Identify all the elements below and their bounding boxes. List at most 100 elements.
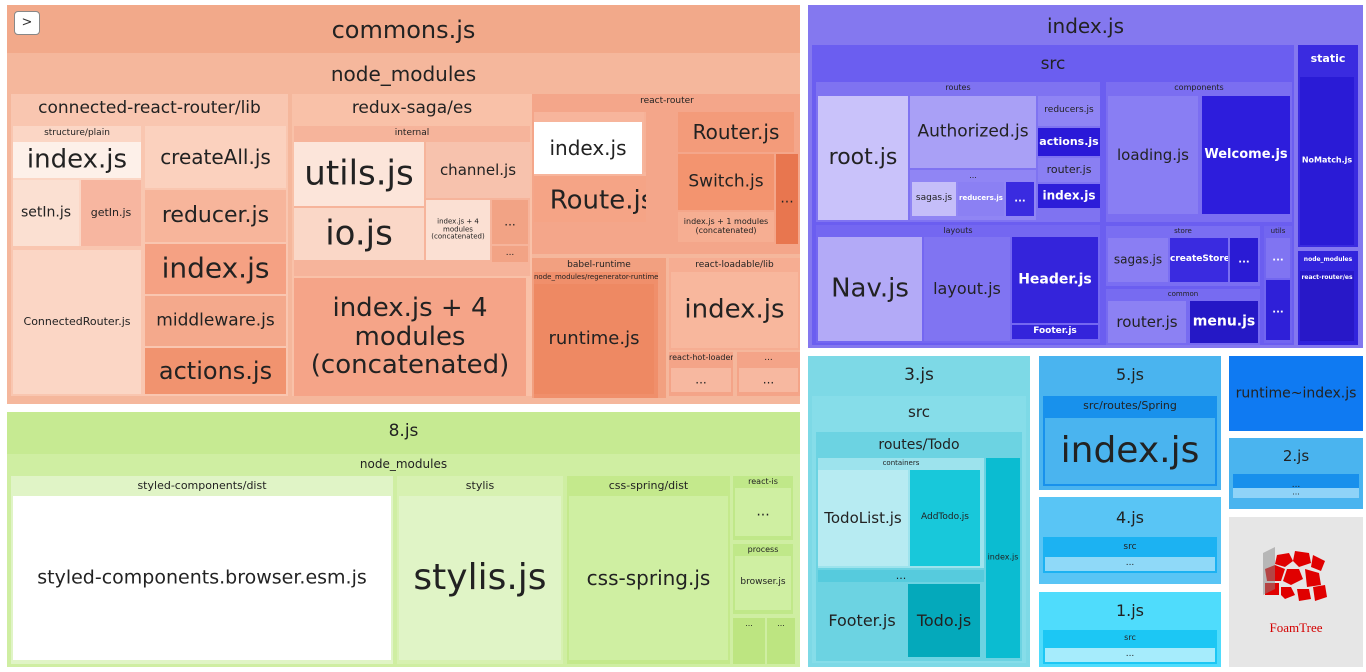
- treemap-group-router-small[interactable]: ...: [644, 112, 646, 172]
- treemap-group-router-e[interactable]: ...: [776, 154, 798, 244]
- treemap-group-store[interactable]: store sagas.js createStore.js...: [1106, 226, 1260, 286]
- treemap-group-crr-index[interactable]: index.js: [13, 142, 141, 178]
- treemap-group-five-index[interactable]: index.js: [1045, 418, 1215, 484]
- treemap-group-router-index[interactable]: index.js: [534, 122, 642, 174]
- treemap-group-eight-nm[interactable]: node_modules styled-components/dist styled…: [7, 454, 800, 667]
- treemap-group-router-concat[interactable]: index.js + 1 modules (concatenated): [678, 212, 774, 242]
- treemap-group-idx-src[interactable]: src routes root.js Authorized.js... sagas.js…: [812, 45, 1294, 345]
- treemap-group-babel[interactable]: babel-runtime node_modules/regenerator-ru…: [532, 258, 666, 398]
- treemap-group-router-switch[interactable]: Switch.js: [678, 154, 774, 210]
- treemap-group-hot[interactable]: react-hot-loader...: [669, 352, 733, 396]
- treemap-group-saga-utils[interactable]: utils.js: [294, 142, 424, 206]
- treemap-group-crr-middleware[interactable]: middleware.js: [145, 296, 286, 346]
- treemap-group-process[interactable]: process browser.js: [733, 544, 793, 614]
- treemap-group-footer3[interactable]: Footer.js: [818, 584, 906, 657]
- treemap-group-idx-rr[interactable]: react-router/es: [1300, 271, 1354, 341]
- treemap-group-five[interactable]: 5.js src/routes/Spring index.js: [1039, 356, 1221, 490]
- treemap-group-spring[interactable]: css-spring/dist css-spring.js: [567, 476, 730, 664]
- treemap-group-lay-header[interactable]: Header.js: [1012, 237, 1098, 323]
- treemap-group-saga-e2[interactable]: ...: [492, 246, 528, 262]
- treemap-group-hot-e[interactable]: ...: [671, 368, 731, 392]
- treemap-group-routes-sagas[interactable]: sagas.js: [912, 182, 956, 216]
- treemap-group-lay-nav[interactable]: Nav.js: [818, 237, 922, 341]
- treemap-group-crr-setin[interactable]: setIn.js: [13, 180, 79, 246]
- treemap-group-crr-reducer[interactable]: reducer.js: [145, 190, 286, 242]
- treemap-group-saga-smallconcat[interactable]: index.js + 4 modules (concatenated): [426, 200, 490, 260]
- treemap-group-crr-actions[interactable]: actions.js: [145, 348, 286, 394]
- treemap-group-crr-plain[interactable]: structure/plain index.js setIn.js getIn.js: [13, 126, 141, 246]
- treemap-group-one[interactable]: 1.js src...: [1039, 592, 1221, 667]
- treemap-group-common[interactable]: common router.js menu.js: [1106, 289, 1260, 345]
- treemap-group-two[interactable]: 2.js......: [1229, 438, 1363, 509]
- treemap-group-routes-auth[interactable]: Authorized.js: [910, 96, 1036, 168]
- sidebar-toggle-button[interactable]: >: [14, 11, 40, 35]
- treemap-group-todo-e[interactable]: ...: [818, 570, 984, 582]
- treemap-group-routes-e[interactable]: ...: [1006, 182, 1034, 216]
- treemap-group-reactis-e[interactable]: ...: [735, 488, 791, 536]
- treemap-group-utils-e1[interactable]: ...: [1266, 238, 1290, 278]
- treemap-group-idx[interactable]: index.js src routes root.js Authorized.js...…: [808, 5, 1363, 348]
- treemap-group-store-sagas[interactable]: sagas.js: [1108, 238, 1168, 282]
- treemap-group-babel-regen[interactable]: node_modules/regenerator-runtime runtime.…: [534, 272, 658, 398]
- treemap-group-crr-connected[interactable]: ConnectedRouter.js: [13, 250, 141, 394]
- treemap-group-stylis-file[interactable]: stylis.js: [399, 496, 561, 660]
- treemap-group-todolist[interactable]: TodoList.js: [818, 470, 908, 566]
- treemap-group-eight[interactable]: 8.js node_modules styled-components/dist st…: [7, 412, 800, 667]
- treemap-group-containers[interactable]: containers TodoList.js AddTodo.js: [818, 458, 984, 568]
- treemap-group-routes-actions[interactable]: actions.js: [1038, 128, 1100, 156]
- treemap-group-routes-router[interactable]: router.js: [1038, 158, 1100, 182]
- treemap-group-two-e[interactable]: ......: [1233, 474, 1359, 498]
- treemap-group-routes-root[interactable]: root.js: [818, 96, 908, 220]
- treemap-group-routes-index[interactable]: index.js: [1038, 184, 1100, 208]
- treemap-group-five-spring[interactable]: src/routes/Spring index.js: [1043, 396, 1217, 486]
- treemap-group-crr-index2[interactable]: index.js: [145, 244, 286, 294]
- treemap-group-loadable[interactable]: react-loadable/lib index.js: [669, 258, 800, 350]
- treemap-group-four-e[interactable]: ...: [1045, 557, 1215, 571]
- treemap-group-eight-e2[interactable]: ...: [767, 618, 795, 664]
- treemap-group-crr[interactable]: connected-react-router/lib structure/plai…: [11, 94, 288, 396]
- treemap-group-one-src[interactable]: src...: [1043, 630, 1217, 664]
- treemap-group-idx-nm[interactable]: node_modules react-router/es: [1298, 251, 1358, 345]
- treemap-group-routes-red[interactable]: reducers.js: [958, 182, 1004, 216]
- treemap-group-hot-e2[interactable]: ......: [737, 352, 800, 396]
- treemap-group-router[interactable]: react-router index.js... Route.js Router.js…: [532, 94, 800, 254]
- treemap-group-router-route[interactable]: Route.js: [534, 176, 646, 222]
- treemap-group-utils[interactable]: utils......: [1264, 226, 1292, 343]
- treemap-group-router-router[interactable]: Router.js: [678, 112, 794, 152]
- treemap-group-babel-runtime[interactable]: runtime.js: [534, 284, 654, 394]
- treemap-group-three-src[interactable]: src routes/Todo containers TodoList.js AddTo…: [812, 396, 1026, 663]
- treemap-group-saga[interactable]: redux-saga/es internal utils.js io.js channe…: [292, 94, 532, 396]
- treemap-group-idx3[interactable]: index.js: [986, 458, 1020, 658]
- treemap-group-one-e[interactable]: ...: [1045, 648, 1215, 662]
- treemap-group-styled[interactable]: styled-components/dist styled-components.…: [11, 476, 393, 664]
- treemap-group-store-create[interactable]: createStore.js: [1170, 238, 1228, 282]
- treemap-group-todo3[interactable]: Todo.js: [908, 584, 980, 657]
- treemap-group-saga-big[interactable]: index.js + 4 modules (concatenated): [294, 278, 526, 396]
- treemap-group-store-e[interactable]: ...: [1230, 238, 1258, 282]
- treemap-group-layouts[interactable]: layouts Nav.js layout.js Header.js Footer.js: [816, 225, 1100, 343]
- treemap-group-commons-nm[interactable]: node_modules connected-react-router/lib st…: [7, 53, 800, 404]
- treemap-group-static-nm[interactable]: NoMatch.js: [1300, 77, 1354, 245]
- treemap-group-saga-e1[interactable]: ...: [492, 200, 528, 244]
- treemap-group-four-src[interactable]: src...: [1043, 537, 1217, 573]
- treemap-group-commons[interactable]: commons.js node_modules connected-react-ro…: [7, 5, 800, 404]
- treemap-group-runtime[interactable]: runtime~index.js: [1229, 356, 1363, 431]
- treemap-group-routes-sub[interactable]: ... sagas.js reducers.js...: [910, 170, 1036, 220]
- treemap-group-routes-red2[interactable]: reducers.js: [1038, 96, 1100, 126]
- treemap-group-three[interactable]: 3.js src routes/Todo containers TodoList.js A…: [808, 356, 1030, 667]
- treemap-group-four[interactable]: 4.js src...: [1039, 497, 1221, 584]
- treemap-group-loadable-index[interactable]: index.js: [671, 272, 798, 348]
- treemap-group-saga-channel[interactable]: channel.js: [426, 142, 530, 198]
- treemap-group-reactis[interactable]: react-is...: [733, 476, 793, 540]
- treemap-group-crr-getin[interactable]: getIn.js: [81, 180, 141, 246]
- treemap-group-comp-welcome[interactable]: Welcome.js: [1202, 96, 1290, 214]
- treemap-group-todo[interactable]: routes/Todo containers TodoList.js AddTodo.…: [816, 432, 1022, 661]
- treemap-group-routes[interactable]: routes root.js Authorized.js... sagas.js red…: [816, 82, 1100, 222]
- treemap-group-crr-createall[interactable]: createAll.js: [145, 126, 286, 188]
- treemap-group-hot-e3[interactable]: ...: [739, 368, 798, 392]
- treemap-group-stylis[interactable]: stylis stylis.js: [397, 476, 563, 664]
- treemap-group-router-sub[interactable]: index.js... Route.js: [534, 112, 646, 222]
- treemap-group-addtodo[interactable]: AddTodo.js: [910, 470, 980, 566]
- treemap-group-common-router[interactable]: router.js: [1108, 301, 1186, 343]
- treemap-group-process-b[interactable]: browser.js: [735, 556, 791, 610]
